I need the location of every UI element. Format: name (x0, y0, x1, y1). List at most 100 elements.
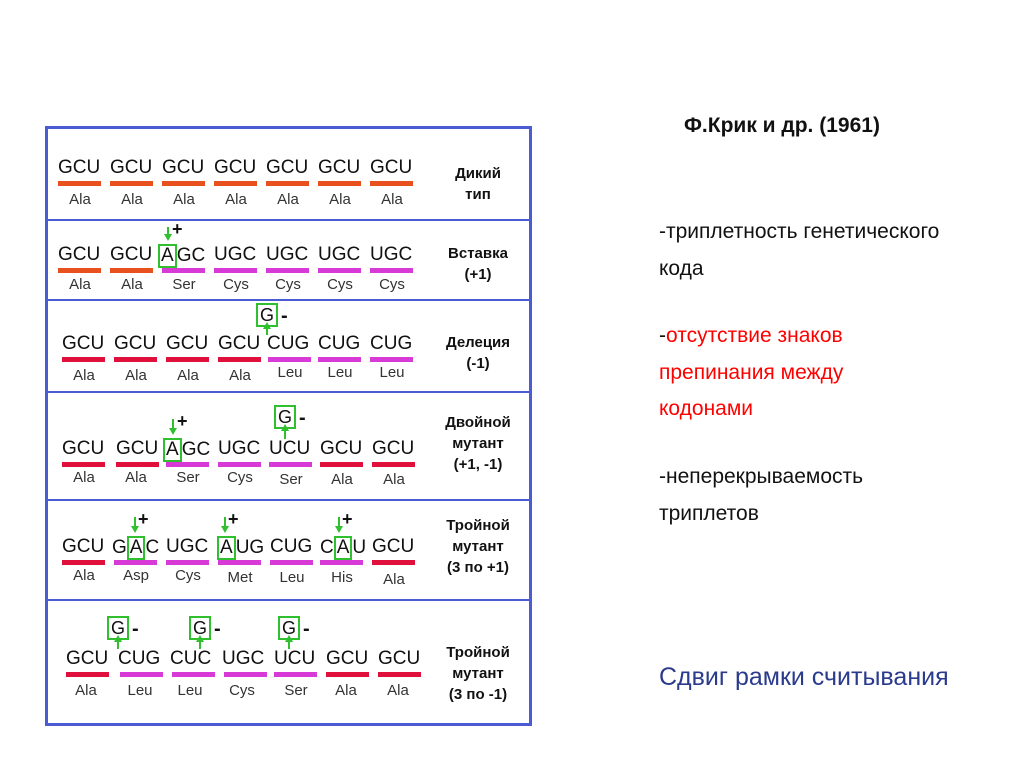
deleted-base: G (274, 405, 296, 429)
amino-acid: Ala (125, 367, 147, 384)
footer-caption: Сдвиг рамки считывания (659, 663, 949, 691)
codon-bar (58, 181, 101, 186)
codon-bar (62, 357, 105, 362)
deleted-base: G (107, 616, 129, 640)
codon-bar (372, 462, 415, 467)
codon: GCU (62, 438, 105, 459)
insertion-arrow-stem (167, 227, 169, 235)
row-double-mutant: + G - GCU GCU A GC UGC UCU GCU GCU Ala Al… (48, 393, 529, 501)
amino-acid: Ser (284, 682, 308, 699)
insertion-arrow-icon (221, 526, 229, 533)
codon-bar (268, 357, 311, 362)
codon-bar (114, 560, 157, 565)
deleted-base: G (189, 616, 211, 640)
amino-acid: Leu (127, 682, 153, 699)
codon: CUG (318, 333, 361, 354)
deletion-arrow-stem (284, 429, 286, 439)
amino-acid: Cys (327, 276, 353, 293)
codon: GCU (166, 333, 209, 354)
amino-acid: Ala (75, 682, 97, 699)
codon-inserted: A GC (163, 438, 210, 462)
row-triple-minus: G - G - G - GCU CUG CUC UGC UCU GCU GCU … (48, 601, 529, 723)
amino-acid: Ala (383, 471, 405, 488)
amino-acid: Ala (73, 367, 95, 384)
row-wild-type: GCU GCU GCU GCU GCU GCU GCU Ala Ala Ala … (48, 129, 529, 221)
amino-acid: Cys (275, 276, 301, 293)
codon-bar (370, 357, 413, 362)
amino-acid: Ala (173, 191, 195, 208)
codon-bar (172, 672, 215, 677)
deletion-minus: - (303, 618, 310, 640)
insertion-arrow-stem (172, 419, 174, 429)
codon: GCU (218, 333, 261, 354)
amino-acid: Ala (177, 367, 199, 384)
codon-bar (326, 672, 369, 677)
amino-acid: Ala (73, 469, 95, 486)
amino-acid: Leu (279, 569, 305, 586)
amino-acid: Cys (223, 276, 249, 293)
codon-bar (372, 560, 415, 565)
codon-bar (318, 268, 361, 273)
amino-acid: Asp (123, 567, 149, 584)
codon-bar (166, 357, 209, 362)
point-nonoverlap-line2: триплетов (659, 502, 759, 525)
codon-bar (318, 181, 361, 186)
point-punctuation-line3: кодонами (659, 397, 754, 420)
deletion-arrow-stem (266, 327, 268, 335)
codon: GCU (372, 536, 415, 557)
amino-acid: Ser (279, 471, 303, 488)
insertion-arrow-icon (169, 428, 177, 435)
row-label: Делеция (-1) (445, 334, 511, 372)
codon: GCU (320, 438, 363, 459)
insertion-plus: + (138, 509, 149, 529)
codon-bar (166, 462, 209, 467)
amino-acid: Ala (335, 682, 357, 699)
deleted-base: G (256, 303, 278, 327)
codon-bar (266, 268, 309, 273)
row-deletion: G - GCU GCU GCU GCU CUG CUG CUG Ala Ala … (48, 301, 529, 393)
codon: UGC (218, 438, 261, 459)
codon-bar (66, 672, 109, 677)
row-label: Двойной мутант (+1, -1) (445, 414, 511, 473)
amino-acid: Ala (329, 191, 351, 208)
codon: GCU (372, 438, 415, 459)
amino-acid: Ala (381, 191, 403, 208)
codon: GCU (266, 157, 309, 178)
codon: GCU (58, 157, 101, 178)
codon: UGC (370, 244, 413, 265)
amino-acid: Ala (125, 469, 147, 486)
codon-bar (320, 462, 363, 467)
amino-acid: Ala (69, 191, 91, 208)
codon: GCU (58, 244, 101, 265)
amino-acid: Leu (379, 364, 405, 381)
insertion-arrow-icon (164, 234, 172, 241)
deletion-arrow-icon (281, 424, 289, 431)
codon: GCU (110, 157, 153, 178)
deletion-arrow-icon (196, 635, 204, 642)
amino-acid: Ala (69, 276, 91, 293)
inserted-base: A (217, 536, 236, 560)
point-nonoverlap-line1: -неперекрываемость (659, 465, 864, 488)
codon-bar (114, 357, 157, 362)
amino-acid: Ser (172, 276, 196, 293)
insertion-arrow-stem (224, 517, 226, 527)
amino-acid: Cys (175, 567, 201, 584)
codon: CUG (118, 648, 161, 669)
amino-acid: Ala (73, 567, 95, 584)
codon-bar (218, 560, 261, 565)
codon-bar (162, 181, 205, 186)
deletion-minus: - (281, 305, 288, 327)
codon: UGC (166, 536, 209, 557)
codon-bar (120, 672, 163, 677)
deletion-minus: - (132, 618, 139, 640)
codon-bar (266, 181, 309, 186)
row-label: Дикий тип (455, 165, 501, 203)
amino-acid: Ala (383, 571, 405, 588)
amino-acid: Ala (225, 191, 247, 208)
deletion-arrow-stem (288, 640, 290, 649)
deletion-arrow-icon (263, 322, 271, 329)
codon-bar (62, 462, 105, 467)
insertion-plus: + (172, 219, 183, 239)
insertion-plus: + (177, 411, 188, 431)
codon-bar (274, 672, 317, 677)
